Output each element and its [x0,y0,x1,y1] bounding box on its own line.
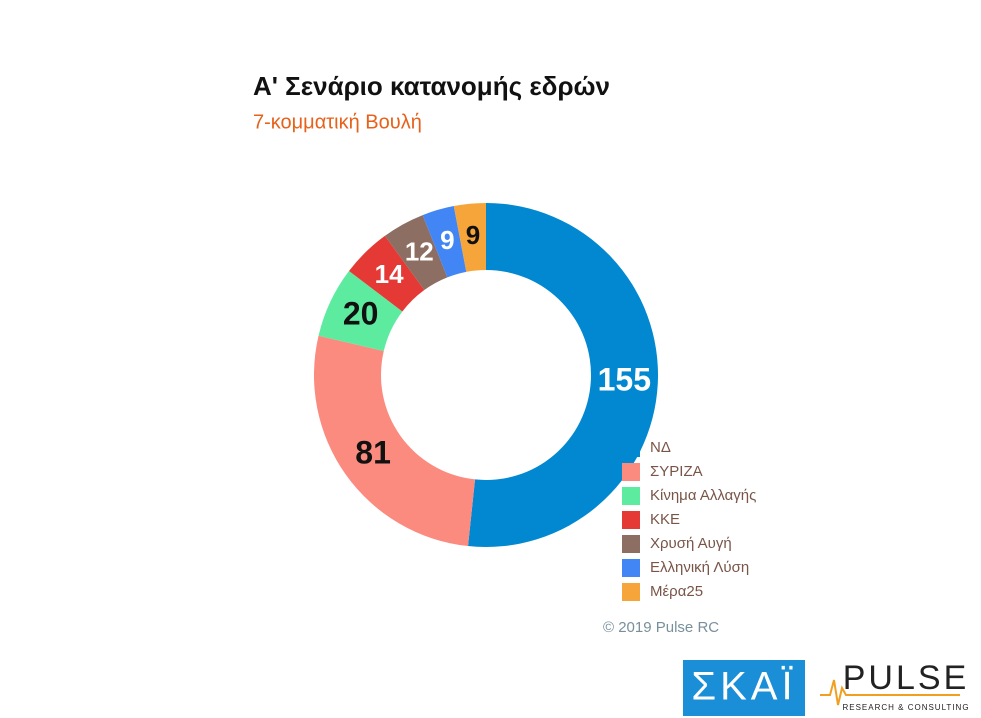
logo-right-sub: RESEARCH & CONSULTING [842,703,969,712]
logo-right: PULSE [843,659,970,697]
value-label: 155 [598,362,651,398]
value-label: 9 [440,225,454,255]
logo-box [683,660,805,716]
legend-swatch [622,535,640,553]
legend-label: Ελληνική Λύση [650,559,749,576]
legend-label: Κίνημα Αλλαγής [650,487,756,504]
legend-swatch [622,559,640,577]
legend-swatch [622,487,640,505]
logo-pulse-line [820,679,960,706]
value-label: 81 [355,435,391,471]
legend-label: Μέρα25 [650,583,703,600]
legend-label: ΣΥΡΙΖΑ [650,463,703,480]
legend-swatch [622,583,640,601]
source: © 2019 Pulse RC [603,619,719,636]
wedge [318,271,403,352]
wedge [313,335,476,547]
legend-swatch [622,463,640,481]
chart-subtitle: 7-κομματική Βουλή [253,111,422,133]
wedge [384,215,448,291]
legend-swatch [622,511,640,529]
value-label: 20 [343,295,379,331]
legend-swatch [622,439,640,457]
logo-left: ΣΚΑΪ [691,665,796,709]
wedge [422,206,467,278]
legend-label: ΚΚΕ [650,511,680,528]
wedge [468,203,658,547]
chart-title: Α' Σενάριο κατανομής εδρών [253,71,610,101]
wedge [348,235,425,312]
value-label: 12 [405,237,434,267]
wedge [453,203,486,272]
value-label: 14 [375,259,404,289]
value-label: 9 [466,220,480,250]
legend-label: ΝΔ [650,439,671,456]
legend-label: Χρυσή Αυγή [650,535,732,552]
